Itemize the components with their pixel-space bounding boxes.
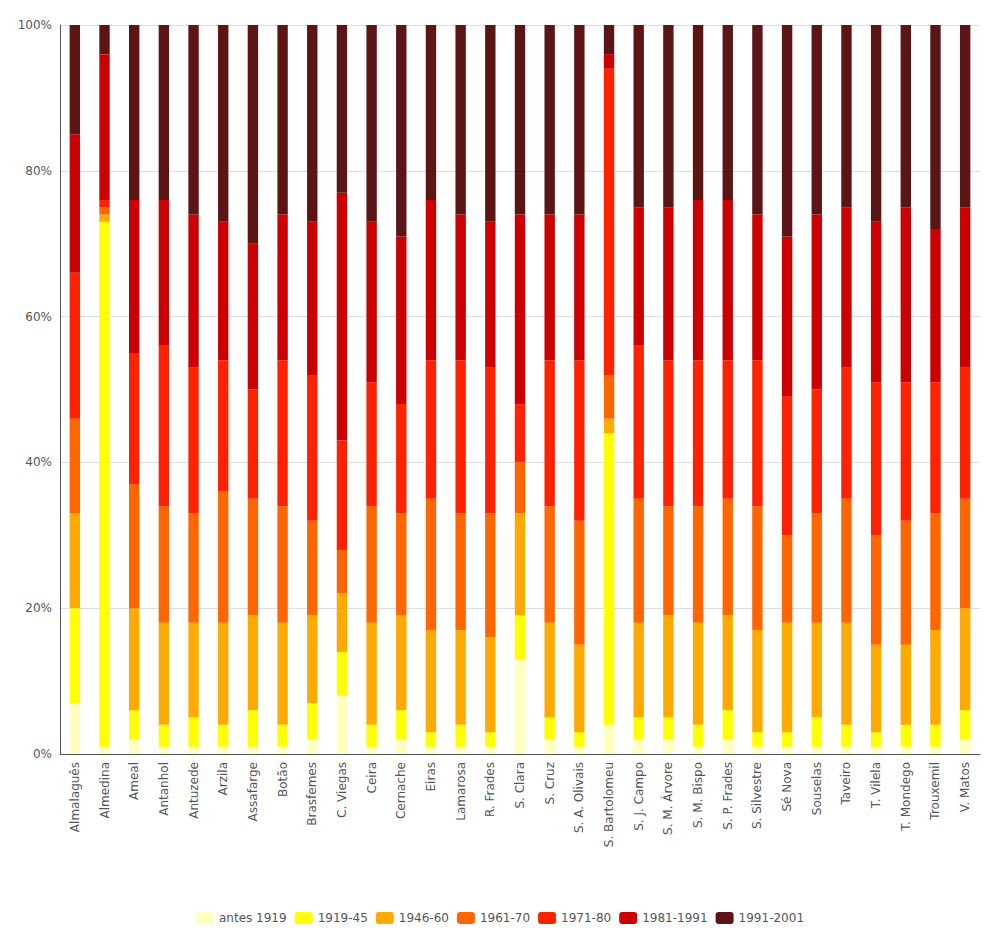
svg-text:Taveiro: Taveiro <box>839 762 853 806</box>
svg-text:Assafarge: Assafarge <box>246 762 260 821</box>
svg-text:Lamarosa: Lamarosa <box>454 762 468 821</box>
svg-text:100%: 100% <box>18 18 52 32</box>
svg-text:S. Bartolomeu: S. Bartolomeu <box>602 762 616 847</box>
svg-text:1946-60: 1946-60 <box>399 911 449 925</box>
svg-text:S. P. Frades: S. P. Frades <box>721 762 735 830</box>
svg-text:Almalaguês: Almalaguês <box>68 762 82 832</box>
svg-text:1971-80: 1971-80 <box>561 911 611 925</box>
svg-text:R. Frades: R. Frades <box>483 762 497 817</box>
svg-text:S. J. Campo: S. J. Campo <box>632 762 646 831</box>
svg-text:S. Silvestre: S. Silvestre <box>750 762 764 829</box>
svg-text:Brasfemes: Brasfemes <box>305 762 319 826</box>
svg-text:Sé Nova: Sé Nova <box>780 762 794 812</box>
svg-text:80%: 80% <box>25 164 52 178</box>
svg-text:S. Cruz: S. Cruz <box>543 762 557 804</box>
svg-text:Cernache: Cernache <box>394 762 408 819</box>
svg-text:Almedina: Almedina <box>98 762 112 819</box>
svg-text:Trouxemil: Trouxemil <box>928 762 942 821</box>
svg-text:60%: 60% <box>25 310 52 324</box>
svg-text:Ameal: Ameal <box>127 762 141 800</box>
svg-text:1961-70: 1961-70 <box>480 911 530 925</box>
svg-text:20%: 20% <box>25 601 52 615</box>
svg-text:T. Vilela: T. Vilela <box>869 762 883 809</box>
svg-text:T. Mondego: T. Mondego <box>899 762 913 832</box>
svg-text:Antanhol: Antanhol <box>157 762 171 816</box>
svg-text:V. Matos: V. Matos <box>958 762 972 812</box>
svg-text:S. Clara: S. Clara <box>513 762 527 809</box>
svg-text:Arzila: Arzila <box>216 762 230 795</box>
svg-text:Ceira: Ceira <box>365 762 379 793</box>
svg-text:1991-2001: 1991-2001 <box>739 911 804 925</box>
svg-text:S. M. Árvore: S. M. Árvore <box>660 762 675 835</box>
svg-text:Botão: Botão <box>276 762 290 797</box>
svg-text:S. M. Bispo: S. M. Bispo <box>691 762 705 828</box>
svg-text:0%: 0% <box>33 747 52 761</box>
svg-text:Eiras: Eiras <box>424 762 438 791</box>
svg-text:40%: 40% <box>25 455 52 469</box>
svg-text:antes 1919: antes 1919 <box>219 911 287 925</box>
svg-text:Souselas: Souselas <box>810 762 824 815</box>
svg-text:C. Viegas: C. Viegas <box>335 762 349 818</box>
svg-text:1919-45: 1919-45 <box>318 911 368 925</box>
svg-text:S. A. Olivais: S. A. Olivais <box>572 762 586 833</box>
svg-text:1981-1991: 1981-1991 <box>642 911 707 925</box>
svg-text:Antuzede: Antuzede <box>187 762 201 819</box>
